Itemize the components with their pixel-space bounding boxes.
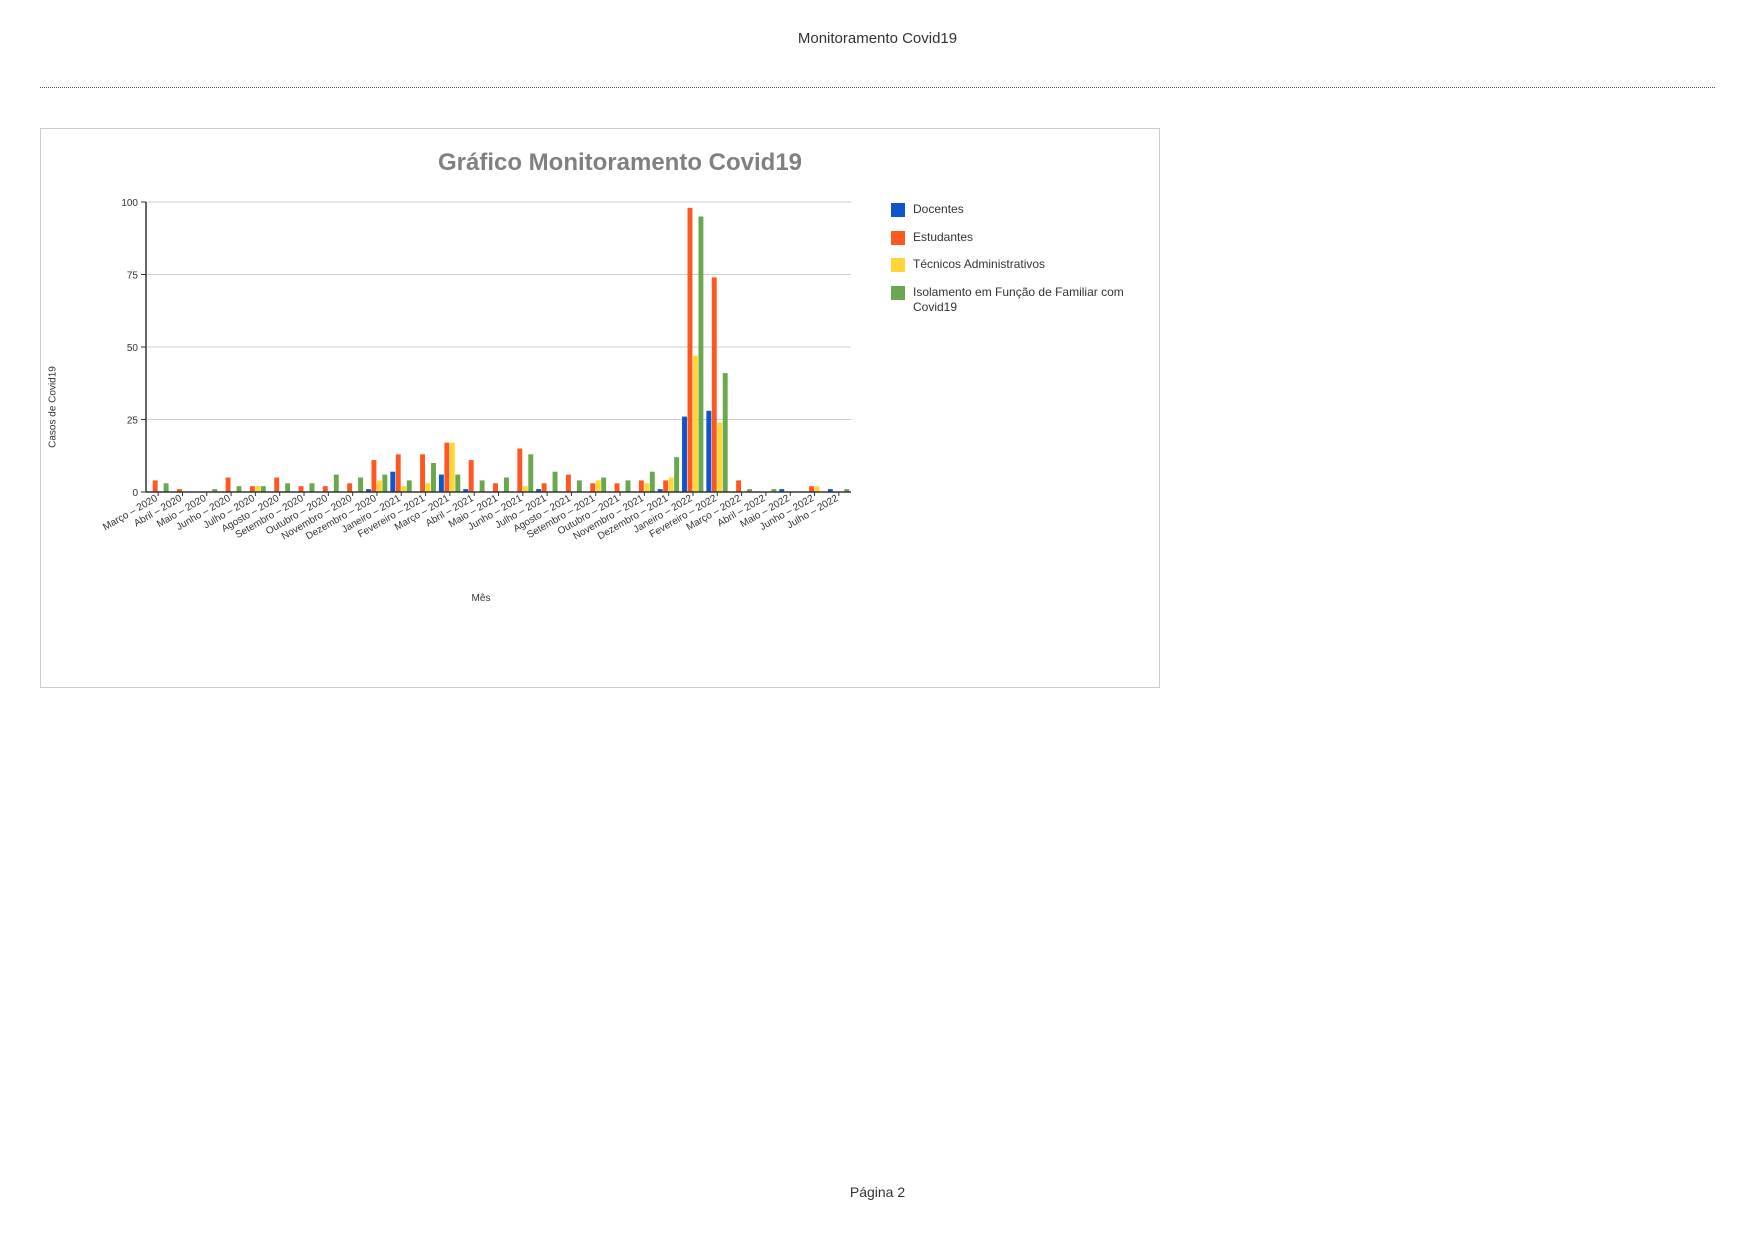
bar (407, 480, 412, 492)
bar (650, 472, 655, 492)
bar (450, 443, 455, 492)
legend-item: Técnicos Administrativos (891, 257, 1139, 273)
legend-label: Técnicos Administrativos (913, 257, 1045, 273)
bar (347, 483, 352, 492)
bar (590, 483, 595, 492)
bar (644, 483, 649, 492)
bar (639, 480, 644, 492)
bar (669, 478, 674, 493)
bar (682, 417, 687, 492)
legend-swatch (891, 203, 905, 217)
bar (566, 475, 571, 492)
dotted-divider (40, 87, 1715, 88)
legend-item: Estudantes (891, 230, 1139, 246)
legend: Docentes Estudantes Técnicos Administrativ… (861, 192, 1139, 622)
bar (377, 480, 382, 492)
bar (717, 422, 722, 492)
bar (815, 486, 820, 492)
bar (577, 480, 582, 492)
y-axis-label: Casos de Covid19 (48, 366, 59, 448)
bar (299, 486, 304, 492)
bar (153, 480, 158, 492)
bar (601, 478, 606, 493)
legend-item: Docentes (891, 202, 1139, 218)
page-footer: Página 2 (0, 1184, 1755, 1200)
bar (553, 472, 558, 492)
bar (504, 478, 509, 493)
bar (723, 373, 728, 492)
bar (712, 277, 717, 492)
bar (693, 356, 698, 492)
bar (371, 460, 376, 492)
bar (261, 486, 266, 492)
bar (542, 483, 547, 492)
bar (809, 486, 814, 492)
bar (250, 486, 255, 492)
bar (455, 475, 460, 492)
chart-plot: Casos de Covid19 0255075100Março – 2020A… (101, 192, 861, 622)
bar (706, 411, 711, 492)
x-axis-label: Mês (101, 593, 861, 604)
bar (309, 483, 314, 492)
bar (226, 478, 231, 493)
bar (663, 480, 668, 492)
bar (736, 480, 741, 492)
bar (469, 460, 474, 492)
legend-swatch (891, 231, 905, 245)
bar (274, 478, 279, 493)
bar (401, 486, 406, 492)
legend-label: Docentes (913, 202, 964, 218)
legend-swatch (891, 258, 905, 272)
bar (444, 443, 449, 492)
bar (688, 208, 693, 492)
bar (493, 483, 498, 492)
legend-label: Isolamento em Função de Familiar com Cov… (913, 285, 1139, 316)
bar (528, 454, 533, 492)
bar (334, 475, 339, 492)
bar (426, 483, 431, 492)
chart-panel: Gráfico Monitoramento Covid19 Casos de C… (40, 128, 1160, 688)
doc-header: Monitoramento Covid19 (40, 30, 1715, 47)
bar (431, 463, 436, 492)
bar (382, 475, 387, 492)
chart-svg: 0255075100Março – 2020Abril – 2020Maio –… (101, 192, 861, 582)
bar (358, 478, 363, 493)
chart-title: Gráfico Monitoramento Covid19 (101, 149, 1139, 177)
bar (164, 483, 169, 492)
bar (674, 457, 679, 492)
svg-text:50: 50 (127, 343, 139, 354)
bar (255, 486, 260, 492)
bar (698, 217, 703, 493)
svg-text:25: 25 (127, 416, 139, 427)
bar (439, 475, 444, 492)
svg-text:0: 0 (132, 488, 138, 499)
legend-swatch (891, 286, 905, 300)
svg-text:100: 100 (121, 198, 138, 209)
svg-text:75: 75 (127, 271, 139, 282)
legend-item: Isolamento em Função de Familiar com Cov… (891, 285, 1139, 316)
bar (420, 454, 425, 492)
bar (480, 480, 485, 492)
bar (596, 480, 601, 492)
bar (615, 483, 620, 492)
bar (626, 480, 631, 492)
bar (390, 472, 395, 492)
legend-label: Estudantes (913, 230, 973, 246)
bar (396, 454, 401, 492)
bar (285, 483, 290, 492)
bar (237, 486, 242, 492)
bar (523, 486, 528, 492)
bar (517, 449, 522, 493)
bar (323, 486, 328, 492)
